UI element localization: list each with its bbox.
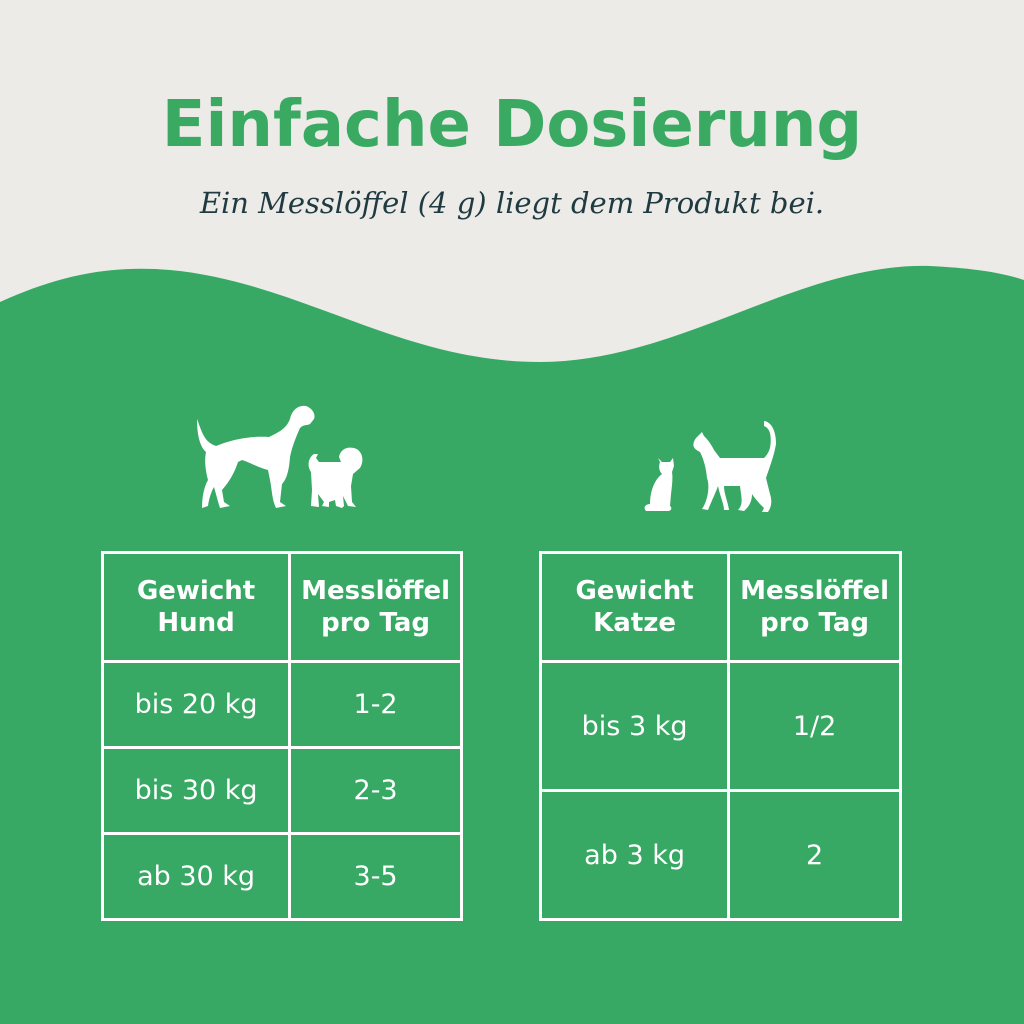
dog-dosage-table: Gewicht Hund Messlöffel pro Tag bis 20 k… bbox=[100, 551, 463, 921]
table-row: ab 3 kg 2 bbox=[538, 789, 902, 921]
header-scoops-per-day: Messlöffel pro Tag bbox=[288, 551, 463, 663]
header-weight-dog: Gewicht Hund bbox=[100, 551, 292, 663]
table-row: bis 20 kg 1-2 bbox=[100, 660, 463, 749]
dog-and-puppy-silhouette-icon bbox=[197, 405, 363, 508]
page-title: Einfache Dosierung bbox=[161, 88, 863, 162]
weight-cell: bis 3 kg bbox=[538, 660, 731, 792]
kitten-and-cat-silhouette-icon bbox=[644, 421, 776, 512]
page-subtitle: Ein Messlöffel (4 g) liegt dem Produkt b… bbox=[199, 186, 825, 220]
scoops-cell: 3-5 bbox=[288, 832, 463, 921]
table-row: ab 30 kg 3-5 bbox=[100, 832, 463, 921]
header-scoops-per-day: Messlöffel pro Tag bbox=[727, 551, 902, 663]
table-row: bis 30 kg 2-3 bbox=[100, 746, 463, 835]
weight-cell: bis 20 kg bbox=[100, 660, 292, 749]
cat-dosage-table: Gewicht Katze Messlöffel pro Tag bis 3 k… bbox=[538, 551, 902, 921]
scoops-cell: 1-2 bbox=[288, 660, 463, 749]
weight-cell: bis 30 kg bbox=[100, 746, 292, 835]
scoops-cell: 1/2 bbox=[727, 660, 902, 792]
table-row: bis 3 kg 1/2 bbox=[538, 660, 902, 792]
scoops-cell: 2 bbox=[727, 789, 902, 921]
header-weight-cat: Gewicht Katze bbox=[538, 551, 731, 663]
scoops-cell: 2-3 bbox=[288, 746, 463, 835]
weight-cell: ab 30 kg bbox=[100, 832, 292, 921]
weight-cell: ab 3 kg bbox=[538, 789, 731, 921]
